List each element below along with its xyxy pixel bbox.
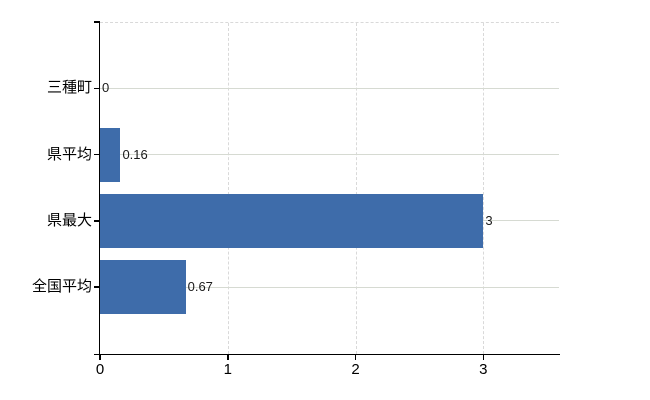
vertical-gridline: [227, 22, 229, 354]
x-axis-tick: [99, 355, 101, 360]
x-tick-label: 2: [351, 361, 360, 378]
bar-4: [100, 260, 186, 315]
category-label: 全国平均: [31, 278, 92, 296]
y-axis-tick: [94, 220, 100, 222]
horizontal-gridline: [100, 87, 559, 89]
x-axis-tick: [227, 355, 229, 360]
category-label: 三種町: [46, 79, 92, 97]
x-axis-tick: [482, 355, 485, 360]
y-axis-tick: [94, 286, 100, 288]
plot-top-border: [100, 22, 559, 23]
category-label: 県平均: [46, 145, 92, 163]
y-axis-top-cap: [94, 21, 100, 23]
x-tick-label: 3: [479, 361, 488, 378]
bar-3: [100, 193, 484, 248]
value-label: 0.67: [187, 279, 213, 295]
value-label: 3: [485, 212, 493, 228]
vertical-gridline: [355, 22, 357, 354]
x-tick-label: 1: [223, 361, 232, 378]
value-label: 0.16: [122, 146, 148, 162]
y-axis-tick: [94, 153, 100, 156]
y-axis-tick: [94, 87, 100, 90]
category-label: 県最大: [46, 211, 92, 229]
bar-2: [100, 127, 121, 182]
value-label: 0: [102, 80, 110, 96]
y-axis: [98, 22, 100, 354]
vertical-gridline: [483, 22, 485, 354]
x-tick-label: 0: [95, 361, 105, 378]
horizontal-gridline: [100, 154, 559, 156]
x-axis-tick: [354, 355, 357, 360]
horizontal-gridline: [100, 286, 559, 288]
x-axis: [94, 353, 560, 355]
